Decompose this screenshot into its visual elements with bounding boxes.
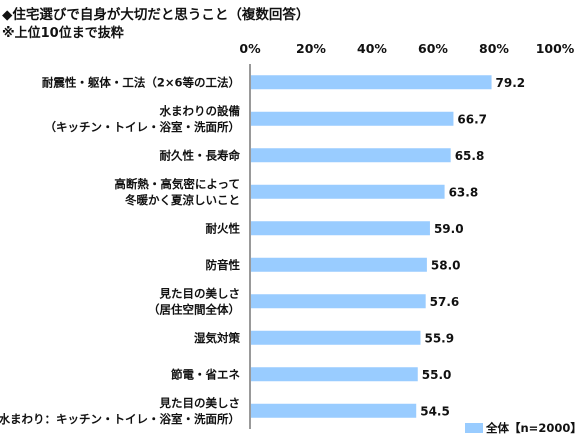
x-tick-label: 40%: [357, 41, 387, 56]
category-label: 耐火性: [206, 221, 241, 235]
bar: [251, 330, 421, 345]
chart-title: ◆住宅選びで自身が大切だと思うこと（複数回答）: [2, 7, 310, 23]
category-label: 冬暖かく夏涼しいこと: [125, 193, 240, 207]
category-label: （水まわり：キッチン・トイレ・浴室・洗面所）: [0, 412, 240, 426]
bar: [251, 111, 454, 126]
x-tick-label: 0%: [239, 41, 261, 56]
bar: [251, 367, 418, 382]
category-label: 節電・省エネ: [170, 367, 240, 381]
x-tick-label: 20%: [296, 41, 326, 56]
bar-value-label: 59.0: [434, 222, 464, 236]
bar: [251, 257, 427, 272]
legend-swatch: [465, 423, 483, 433]
bar-value-label: 79.2: [496, 76, 526, 90]
legend-label: 全体【n=2000】: [486, 421, 580, 435]
legend: 全体【n=2000】: [465, 420, 580, 436]
x-tick-label: 80%: [479, 41, 509, 56]
bar-value-label: 55.0: [422, 368, 452, 382]
bar: [251, 221, 430, 236]
category-label: （居住空間全体）: [148, 302, 240, 316]
category-label: 見た目の美しさ: [159, 396, 241, 410]
category-label: 耐震性・躯体・工法（2×6等の工法）: [42, 75, 240, 89]
bar: [251, 403, 417, 418]
chart-subtitle: ※上位10位まで抜粋: [2, 26, 124, 41]
bar-value-label: 63.8: [449, 185, 479, 199]
category-label: 湿気対策: [194, 331, 240, 345]
bar-value-label: 65.8: [455, 149, 485, 163]
x-tick-label: 60%: [418, 41, 448, 56]
category-label: 耐久性・長寿命: [160, 148, 241, 162]
category-label: 高断熱・高気密によって: [114, 177, 240, 191]
bar: [251, 184, 445, 199]
category-label: 見た目の美しさ: [159, 286, 241, 300]
bar-value-label: 66.7: [457, 112, 487, 126]
x-tick-label: 100%: [536, 41, 575, 56]
bar-value-label: 57.6: [430, 295, 460, 309]
category-label: （キッチン・トイレ・浴室・洗面所）: [45, 120, 241, 134]
bar: [251, 75, 492, 90]
bar: [251, 294, 426, 309]
bar: [251, 148, 451, 163]
bar-value-label: 54.5: [420, 404, 450, 418]
category-label: 防音性: [206, 258, 241, 272]
bar-value-label: 58.0: [431, 258, 461, 272]
category-label: 水まわりの設備: [160, 104, 241, 118]
bar-value-label: 55.9: [424, 331, 454, 345]
